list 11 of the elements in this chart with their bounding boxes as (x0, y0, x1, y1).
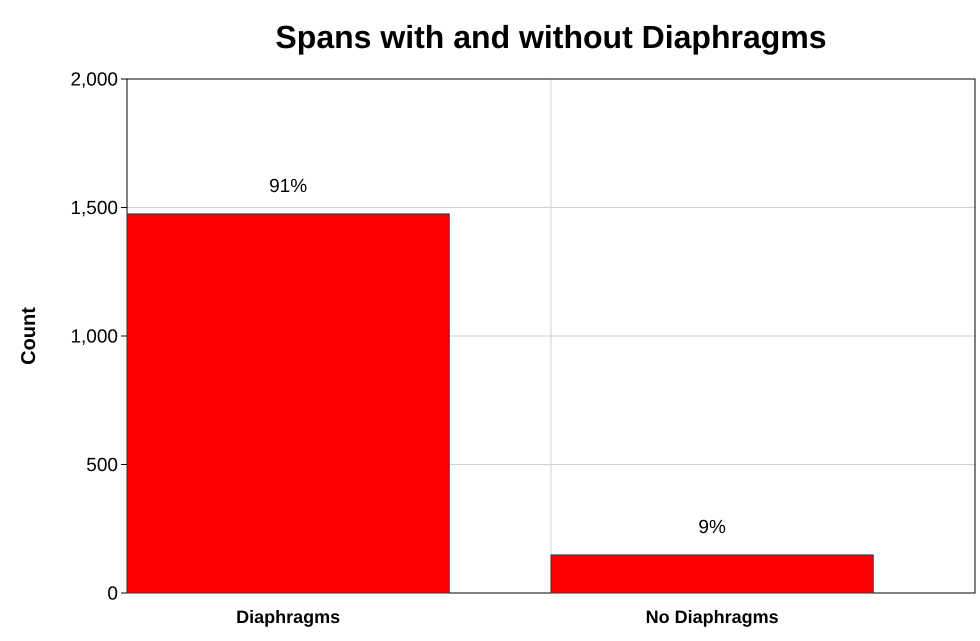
y-tick-label: 500 (86, 455, 118, 476)
chart-title: Spans with and without Diaphragms (275, 19, 827, 55)
y-tick-label: 2,000 (70, 70, 118, 91)
annotation: 9% (698, 516, 726, 538)
x-tick-label: No Diaphragms (646, 607, 779, 627)
x-tick-label: Diaphragms (236, 607, 340, 627)
y-tick-label: 0 (107, 584, 118, 605)
annotation: 91% (269, 176, 308, 197)
y-tick-label: 1,000 (70, 326, 118, 348)
y-axis-title: Count (18, 306, 40, 365)
y-tick-label: 1,500 (70, 198, 118, 220)
